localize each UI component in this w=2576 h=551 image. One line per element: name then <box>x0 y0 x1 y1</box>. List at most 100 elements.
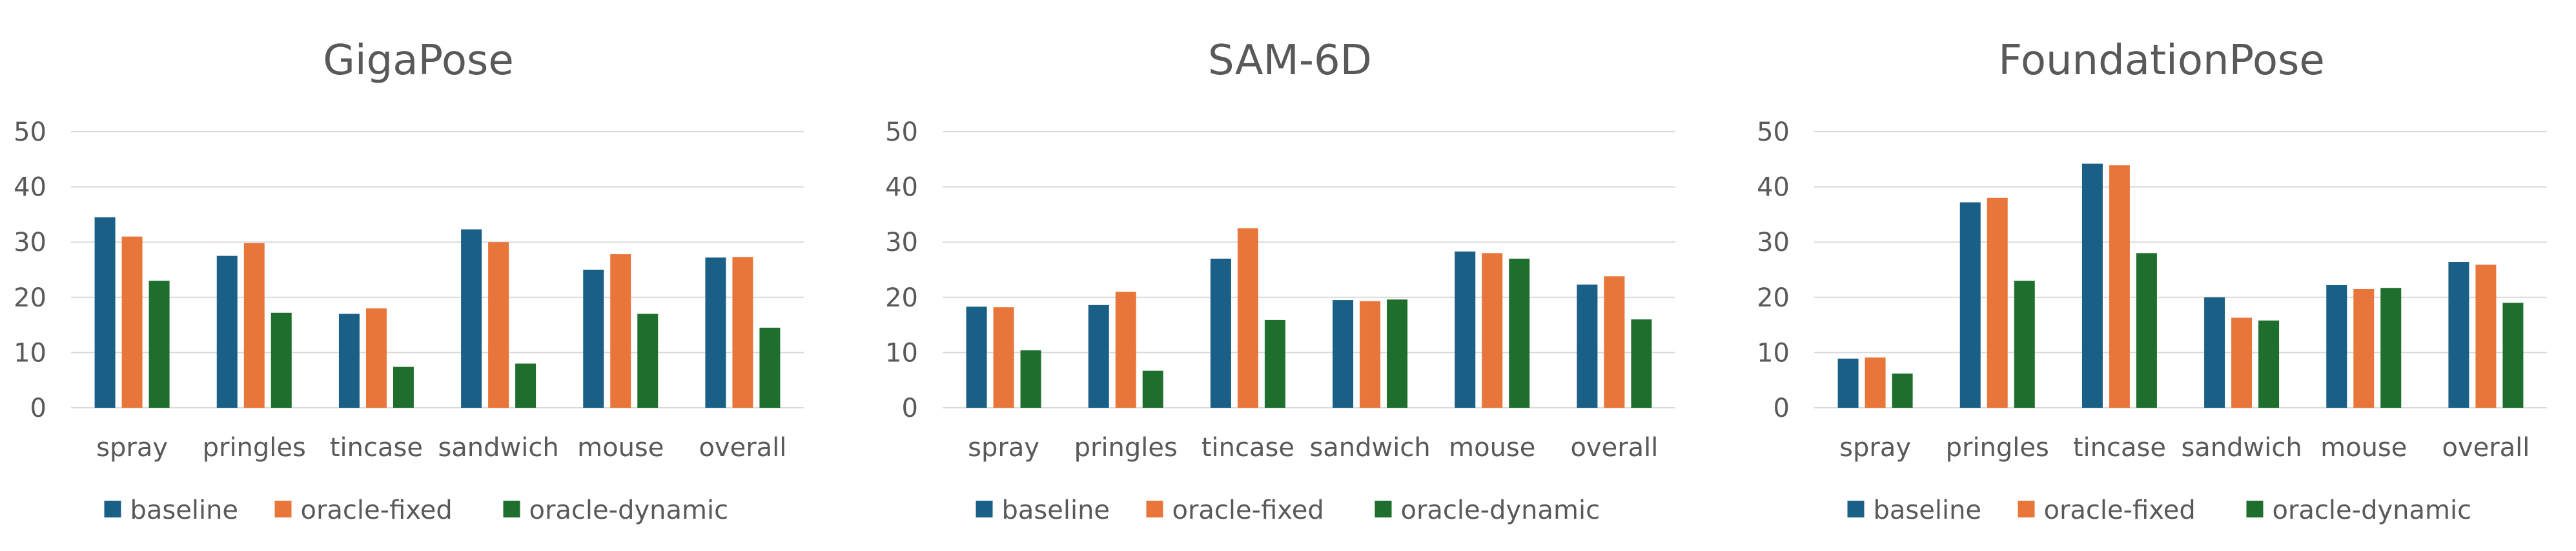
bar-oracle-dynamic-overall <box>2502 303 2524 408</box>
legend-swatch <box>503 501 520 517</box>
x-tick-label: mouse <box>577 433 664 463</box>
y-tick-label: 30 <box>885 228 918 257</box>
x-tick-label: spray <box>968 433 1039 463</box>
bar-oracle-dynamic-pringles <box>271 312 292 408</box>
x-tick-label: spray <box>96 433 168 463</box>
bar-oracle-dynamic-overall <box>1631 319 1652 408</box>
bar-baseline-pringles <box>1088 305 1109 408</box>
bar-oracle-fixed-sandwich <box>1360 301 1381 408</box>
bar-baseline-overall <box>1577 285 1598 408</box>
chart-panel-gigapose: GigaPose 0 10 20 30 40 50 spray pringles tincas… <box>0 0 859 551</box>
x-tick-label: pringles <box>1946 433 2049 463</box>
y-tick-label: 50 <box>14 117 46 147</box>
legend-item-baseline: baseline <box>976 496 1110 525</box>
x-tick-label: tincase <box>330 433 423 463</box>
legend-item-oracle-fixed: oracle-fixed <box>2018 496 2196 525</box>
legend-item-oracle-fixed: oracle-fixed <box>1146 496 1324 525</box>
bar-baseline-tincase <box>338 314 360 408</box>
legend-label: oracle-fixed <box>2044 496 2196 525</box>
y-tick-label: 50 <box>885 117 918 147</box>
bar-oracle-fixed-overall <box>2475 265 2497 408</box>
bar-baseline-pringles <box>1959 202 1981 408</box>
legend-swatch <box>104 501 121 517</box>
bar-oracle-dynamic-mouse <box>2380 288 2402 408</box>
bar-oracle-fixed-overall <box>732 257 753 408</box>
legend-label: baseline <box>1002 496 1110 525</box>
chart-title: SAM-6D <box>1208 37 1372 85</box>
y-tick-label: 50 <box>1757 117 1790 147</box>
x-tick-label: sandwich <box>2181 433 2302 463</box>
chart-title: FoundationPose <box>1998 37 2324 85</box>
y-tick-label: 40 <box>1757 173 1790 203</box>
legend-item-oracle-dynamic: oracle-dynamic <box>2246 496 2471 525</box>
y-tick-label: 20 <box>1757 283 1790 313</box>
bar-baseline-sandwich <box>2204 297 2225 408</box>
legend-item-oracle-dynamic: oracle-dynamic <box>1375 496 1600 525</box>
bar-oracle-dynamic-tincase <box>2136 253 2157 408</box>
bar-oracle-fixed-pringles <box>1115 292 1136 408</box>
legend-swatch <box>1146 501 1163 517</box>
bar-oracle-fixed-mouse <box>610 254 631 408</box>
legend-label: oracle-fixed <box>301 496 453 525</box>
y-tick-label: 30 <box>14 228 46 257</box>
bar-oracle-fixed-pringles <box>243 243 265 408</box>
legend-item-baseline: baseline <box>104 496 239 525</box>
x-tick-label: overall <box>1570 433 1658 463</box>
x-tick-label: spray <box>1839 433 1911 463</box>
bar-oracle-dynamic-tincase <box>1264 319 1285 408</box>
bar-oracle-dynamic-sandwich <box>1387 299 1408 408</box>
y-tick-label: 40 <box>885 173 918 203</box>
bar-oracle-dynamic-pringles <box>1142 370 1163 408</box>
bar-oracle-dynamic-spray <box>148 281 170 408</box>
bar-baseline-spray <box>94 217 116 408</box>
chart-panel-sam6d: SAM-6D 0 10 20 30 40 50 spray pringles tincase s… <box>872 0 1730 551</box>
bar-baseline-tincase <box>2081 163 2103 408</box>
bar-oracle-dynamic-spray <box>1892 373 1913 408</box>
chart-sam6d: SAM-6D 0 10 20 30 40 50 spray pringles tincase s… <box>885 37 1675 525</box>
x-tick-label: mouse <box>2320 433 2407 463</box>
chart-gigapose: GigaPose 0 10 20 30 40 50 spray pringles tincas… <box>14 37 804 525</box>
y-tick-label: 0 <box>902 394 918 423</box>
bar-oracle-fixed-spray <box>121 236 143 408</box>
y-tick-label: 20 <box>14 283 46 313</box>
x-tick-label: pringles <box>1074 433 1178 463</box>
bar-oracle-fixed-overall <box>1604 276 1625 408</box>
bar-baseline-spray <box>1837 358 1859 408</box>
legend-label: oracle-fixed <box>1172 496 1324 525</box>
y-tick-label: 30 <box>1757 228 1790 257</box>
y-tick-label: 40 <box>14 173 46 203</box>
chart-title: GigaPose <box>323 37 513 85</box>
bar-baseline-overall <box>705 257 726 408</box>
y-tick-label: 10 <box>1757 338 1790 368</box>
x-tick-label: pringles <box>203 433 306 463</box>
bar-oracle-fixed-pringles <box>1987 197 2008 408</box>
y-tick-label: 0 <box>1774 394 1790 423</box>
x-tick-label: sandwich <box>1309 433 1430 463</box>
legend-label: oracle-dynamic <box>1401 496 1600 525</box>
bar-baseline-mouse <box>2326 285 2347 408</box>
x-tick-label: overall <box>699 433 786 463</box>
bar-oracle-fixed-tincase <box>1237 228 1258 408</box>
x-tick-label: sandwich <box>438 433 558 463</box>
legend-label: baseline <box>130 496 239 525</box>
bar-oracle-fixed-sandwich <box>488 242 509 408</box>
bar-oracle-fixed-mouse <box>2353 288 2375 408</box>
bar-baseline-tincase <box>1210 258 1231 408</box>
bar-baseline-pringles <box>216 255 238 408</box>
bar-oracle-fixed-spray <box>993 307 1014 408</box>
chart-panel-foundationpose: FoundationPose 0 10 20 30 40 50 spray pringles… <box>1743 0 2576 551</box>
bar-oracle-dynamic-sandwich <box>2258 320 2280 408</box>
bar-baseline-mouse <box>1455 251 1476 408</box>
bar-oracle-dynamic-sandwich <box>515 363 537 408</box>
y-tick-label: 10 <box>14 338 46 368</box>
bar-oracle-fixed-tincase <box>365 308 387 408</box>
legend-swatch <box>2018 501 2035 517</box>
chart-foundationpose: FoundationPose 0 10 20 30 40 50 spray pringles… <box>1757 37 2547 525</box>
legend-swatch <box>976 501 993 517</box>
legend-swatch <box>1375 501 1392 517</box>
bar-oracle-fixed-sandwich <box>2231 317 2253 408</box>
bar-oracle-dynamic-mouse <box>1509 258 1530 408</box>
bar-baseline-sandwich <box>461 229 482 408</box>
legend-label: oracle-dynamic <box>529 496 729 525</box>
